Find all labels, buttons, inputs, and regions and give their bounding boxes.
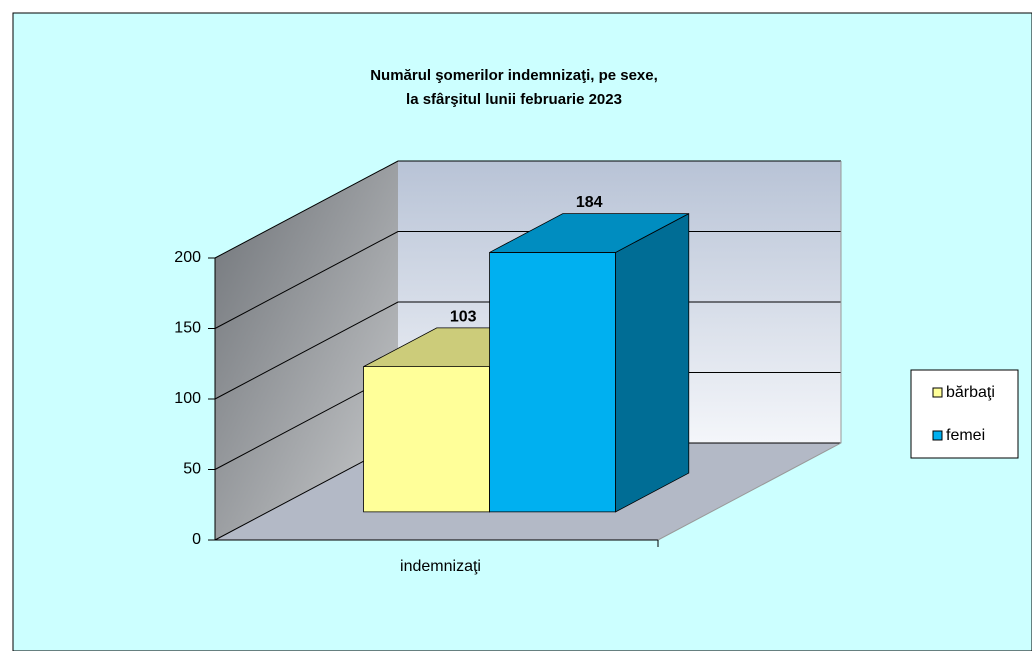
x-tick-label: indemnizaţi [400, 558, 481, 575]
bar-side [615, 212, 690, 513]
bar-front [489, 252, 616, 513]
chart-title: la sfârşitul lunii februarie 2023 [406, 91, 622, 108]
y-tick-label: 50 [183, 461, 201, 478]
floor-edge [657, 161, 842, 541]
bar-top [489, 213, 689, 253]
bar-front [363, 366, 490, 513]
grid-line [214, 301, 841, 400]
grid-line [214, 231, 841, 329]
y-tick-label: 150 [174, 320, 201, 337]
legend-label: femei [946, 427, 985, 444]
y-tick-label: 0 [192, 531, 201, 548]
y-tick-label: 200 [174, 249, 201, 266]
legend-swatch [932, 387, 943, 398]
chart-title: Numărul şomerilor indemnizaţi, pe sexe, [370, 67, 658, 84]
value-label: 103 [450, 308, 477, 325]
value-label: 184 [576, 194, 603, 211]
legend-label: bărbaţi [946, 384, 995, 401]
legend-swatch [932, 430, 943, 441]
legend [910, 369, 1019, 459]
y-tick-label: 100 [174, 390, 201, 407]
grid-line [214, 160, 841, 259]
